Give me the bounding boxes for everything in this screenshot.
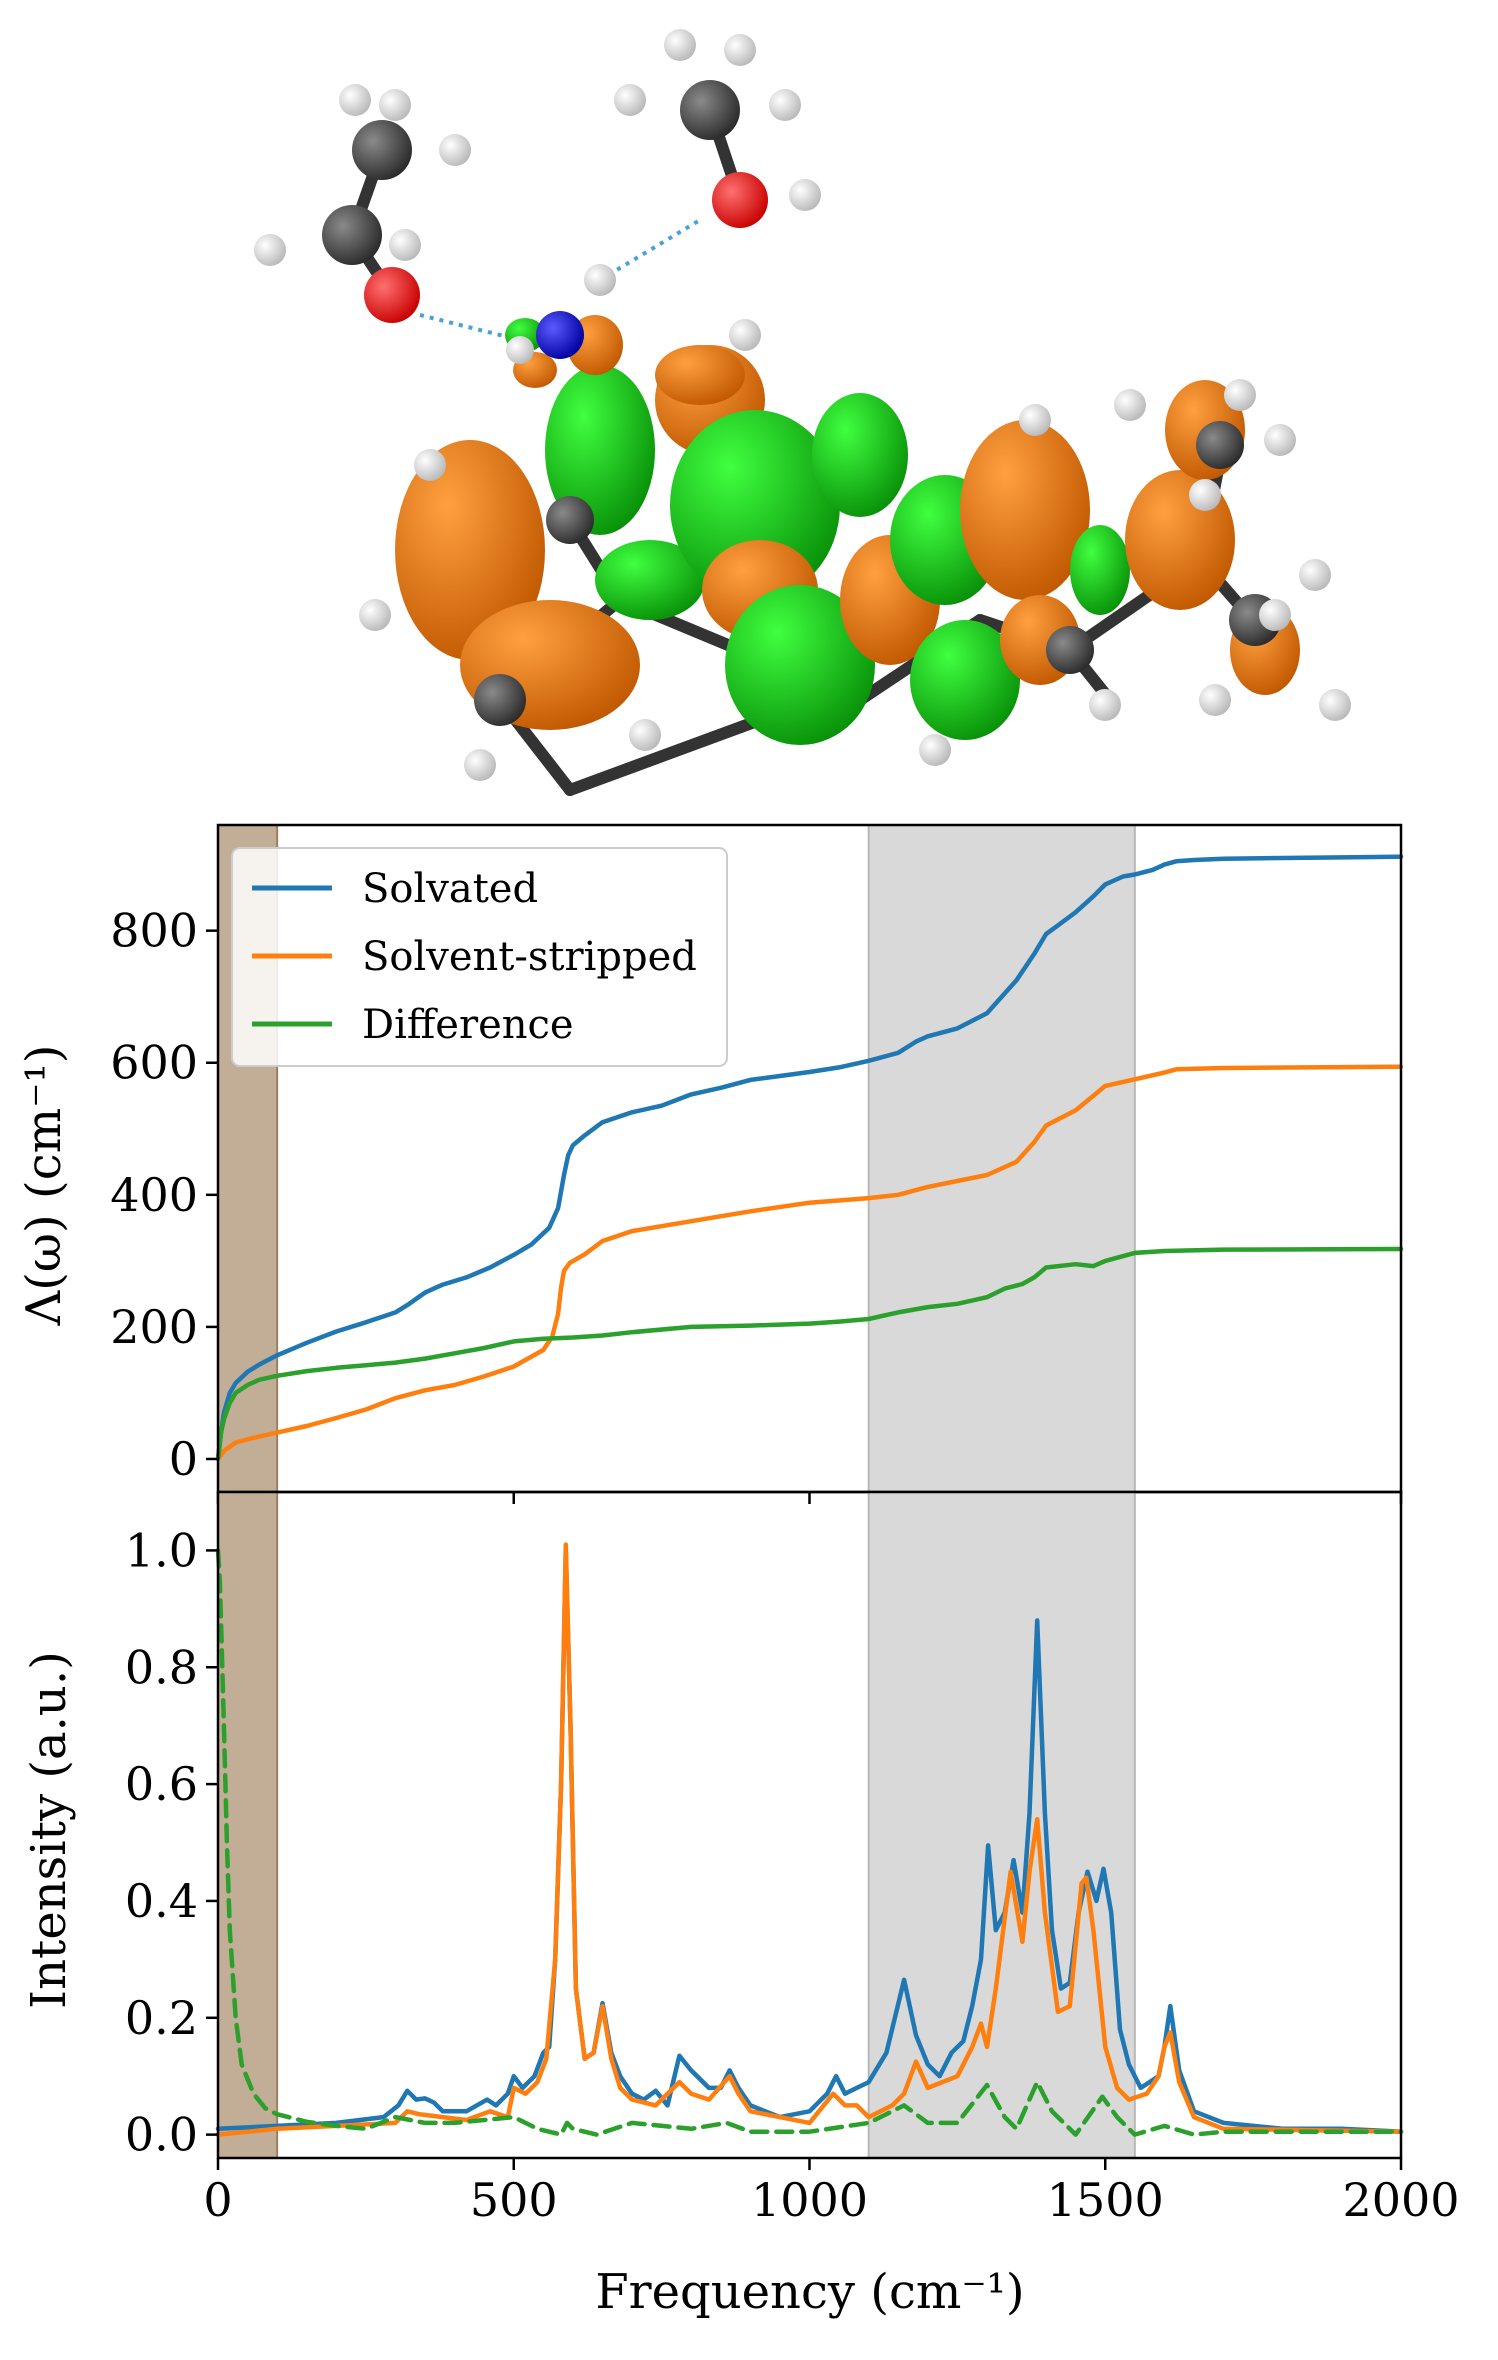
x-tick-label: 2000	[1342, 2173, 1459, 2227]
orbital-lobe-orange	[960, 420, 1090, 600]
legend-label-difference: Difference	[362, 1002, 574, 1048]
y-tick-label: 800	[110, 904, 198, 958]
hydrogen-atom	[1224, 379, 1256, 411]
highlight-band	[867, 1491, 1136, 2159]
hydrogen-atom	[1089, 689, 1121, 721]
hydrogen-atom	[584, 264, 616, 296]
hydrogen-atom	[439, 134, 471, 166]
legend-label-solvated: Solvated	[362, 866, 538, 912]
y-tick-label: 0.6	[125, 1757, 198, 1811]
hydrogen-atom	[919, 734, 951, 766]
atoms	[254, 29, 1351, 781]
x-tick-label: 500	[470, 2173, 558, 2227]
spectral-density-panel: 0.0 0.2 0.4 0.6 0.8 1.0 0 500 1000 1500 2000 Inten…	[21, 1490, 1460, 2320]
hydrogen-atom	[1189, 479, 1221, 511]
hydrogen-atom	[464, 749, 496, 781]
x-tick-label: 1000	[751, 2173, 868, 2227]
hydrogen-atom	[614, 84, 646, 116]
y-tick-label: 0.2	[125, 1991, 198, 2045]
hydrogen-atom	[1019, 404, 1051, 436]
oxygen-atom	[712, 172, 768, 228]
series-line-solvent-stripped	[215, 1064, 1404, 1462]
axis-ticks: 0.0 0.2 0.4 0.6 0.8 1.0 0 500 1000 1500 2000	[125, 1523, 1460, 2227]
shaded-regions	[217, 1491, 1136, 2159]
hydrogen-atom	[379, 89, 411, 121]
x-tick-label: 1500	[1047, 2173, 1164, 2227]
axis-ticks: 0 200 400 600 800	[110, 904, 1403, 1504]
hydrogen-atom	[359, 599, 391, 631]
hydrogen-atom	[629, 719, 661, 751]
y-tick-label: 0	[169, 1432, 198, 1486]
carbon-atom	[322, 205, 382, 265]
carbon-atom	[1196, 421, 1244, 469]
hydrogen-atom	[1199, 684, 1231, 716]
hydrogen-atom	[1264, 424, 1296, 456]
hydrogen-atom	[506, 336, 534, 364]
orbital-lobe-green	[910, 620, 1020, 740]
y-tick-label: 200	[110, 1300, 198, 1354]
y-tick-label: 400	[110, 1168, 198, 1222]
hydrogen-atom	[414, 449, 446, 481]
legend-label-solvent-stripped: Solvent-stripped	[362, 934, 697, 980]
plot-frame	[216, 1490, 1403, 2160]
orbital-lobes	[395, 315, 1300, 745]
hydrogen-atom	[254, 234, 286, 266]
y-tick-label: 0.8	[125, 1640, 198, 1694]
orbital-lobe-green	[725, 585, 875, 745]
carbon-atom	[474, 674, 526, 726]
series-line-solvated	[215, 1548, 1404, 2134]
hydrogen-atom	[724, 34, 756, 66]
oxygen-atom	[364, 267, 420, 323]
y-tick-label: 0.0	[125, 2108, 198, 2162]
orbital-lobe-orange	[655, 345, 745, 405]
x-axis-label: Frequency (cm⁻¹)	[595, 2264, 1024, 2320]
shaded-regions	[217, 824, 1136, 1493]
y-axis-label: Intensity (a.u.)	[21, 1651, 77, 2009]
series-lines	[215, 854, 1404, 1462]
orbital-lobe-green	[812, 393, 908, 517]
orbital-lobe-green	[545, 365, 655, 535]
y-tick-label: 0.4	[125, 1874, 198, 1928]
carbon-atom	[352, 120, 412, 180]
cumulative-reorganization-panel: 0 200 400 600 800 Λ(ω) (cm⁻¹) Solvated Solve…	[16, 823, 1404, 1504]
hydrogen-atom	[1319, 689, 1351, 721]
series-line-difference	[215, 1548, 1404, 2137]
legend: Solvated Solvent-stripped Difference	[231, 847, 728, 1067]
y-tick-label: 600	[110, 1036, 198, 1090]
nitrogen-atom	[536, 311, 584, 359]
carbon-atom	[680, 80, 740, 140]
series-line-solvent-stripped	[215, 1542, 1404, 2137]
highlight-band	[867, 824, 1136, 1493]
x-tick-label: 0	[203, 2173, 232, 2227]
y-tick-label: 1.0	[125, 1523, 198, 1577]
series-line-solvated	[215, 854, 1404, 1462]
orbital-lobe-green	[1070, 525, 1130, 615]
carbon-atom	[546, 496, 594, 544]
orbital-lobe-orange	[395, 440, 545, 660]
orbital-lobe-green	[595, 540, 705, 620]
series-lines	[215, 1542, 1404, 2137]
hydrogen-atom	[1114, 389, 1146, 421]
hydrogen-bond-lines	[419, 218, 702, 342]
hydrogen-atom	[339, 84, 371, 116]
hydrogen-atom	[789, 179, 821, 211]
carbon-atom	[1046, 626, 1094, 674]
molecule-illustration	[254, 29, 1351, 796]
hydrogen-atom	[1299, 559, 1331, 591]
hydrogen-atom	[769, 89, 801, 121]
hydrogen-atom	[1259, 599, 1291, 631]
y-axis-label: Λ(ω) (cm⁻¹)	[16, 1045, 72, 1327]
legend-box	[231, 847, 728, 1067]
hydrogen-atom	[664, 29, 696, 61]
series-line-difference	[215, 1246, 1404, 1462]
hydrogen-atom	[389, 229, 421, 261]
hydrogen-atom	[729, 319, 761, 351]
